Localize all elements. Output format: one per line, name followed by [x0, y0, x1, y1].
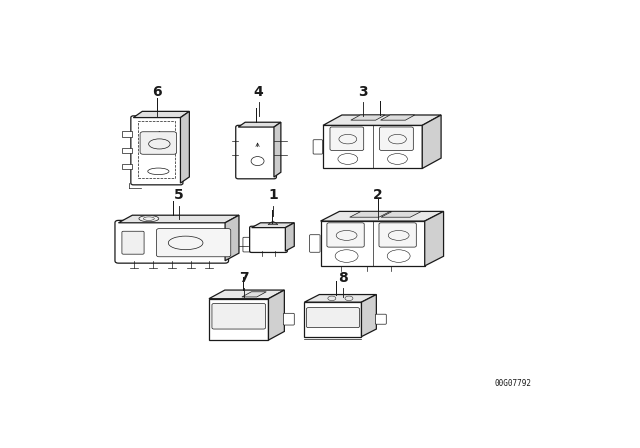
Text: 6: 6 [152, 85, 162, 99]
FancyBboxPatch shape [379, 223, 416, 247]
Polygon shape [180, 112, 189, 183]
Text: 3: 3 [358, 85, 367, 99]
Polygon shape [269, 290, 284, 340]
Text: 4: 4 [253, 85, 264, 99]
FancyBboxPatch shape [236, 125, 276, 179]
Polygon shape [133, 112, 189, 117]
FancyBboxPatch shape [307, 308, 360, 327]
Polygon shape [238, 122, 281, 127]
FancyBboxPatch shape [284, 313, 294, 325]
Polygon shape [321, 221, 425, 266]
Polygon shape [323, 115, 441, 125]
Text: 5: 5 [174, 188, 184, 202]
Polygon shape [209, 299, 269, 340]
FancyBboxPatch shape [212, 303, 266, 329]
FancyBboxPatch shape [380, 127, 413, 151]
Text: 1: 1 [269, 188, 278, 202]
Polygon shape [422, 115, 441, 168]
Text: 2: 2 [372, 188, 383, 202]
FancyBboxPatch shape [122, 231, 144, 254]
FancyBboxPatch shape [376, 314, 387, 324]
FancyBboxPatch shape [313, 140, 323, 154]
FancyBboxPatch shape [131, 116, 183, 185]
Polygon shape [349, 211, 390, 217]
FancyBboxPatch shape [140, 132, 177, 154]
Polygon shape [362, 294, 376, 336]
FancyBboxPatch shape [327, 223, 364, 247]
Polygon shape [305, 294, 376, 302]
Ellipse shape [139, 215, 159, 222]
Polygon shape [381, 115, 415, 120]
Polygon shape [285, 223, 294, 251]
Polygon shape [274, 122, 281, 177]
FancyBboxPatch shape [250, 226, 287, 253]
Text: 8: 8 [338, 271, 348, 285]
FancyBboxPatch shape [157, 228, 231, 257]
Bar [122, 164, 132, 169]
Polygon shape [209, 290, 284, 299]
Polygon shape [242, 292, 266, 297]
FancyBboxPatch shape [243, 237, 253, 252]
Bar [122, 147, 132, 153]
Bar [138, 121, 175, 178]
Polygon shape [305, 302, 362, 336]
Polygon shape [225, 215, 239, 261]
Bar [122, 131, 132, 137]
Polygon shape [118, 215, 239, 223]
Text: 00G07792: 00G07792 [494, 379, 531, 388]
Polygon shape [351, 115, 385, 120]
FancyBboxPatch shape [310, 235, 320, 252]
Polygon shape [252, 223, 294, 228]
Polygon shape [381, 211, 422, 217]
FancyBboxPatch shape [330, 127, 364, 151]
Text: 7: 7 [239, 271, 248, 285]
Polygon shape [425, 211, 444, 266]
FancyBboxPatch shape [115, 220, 228, 263]
Polygon shape [323, 125, 422, 168]
Polygon shape [321, 211, 444, 221]
